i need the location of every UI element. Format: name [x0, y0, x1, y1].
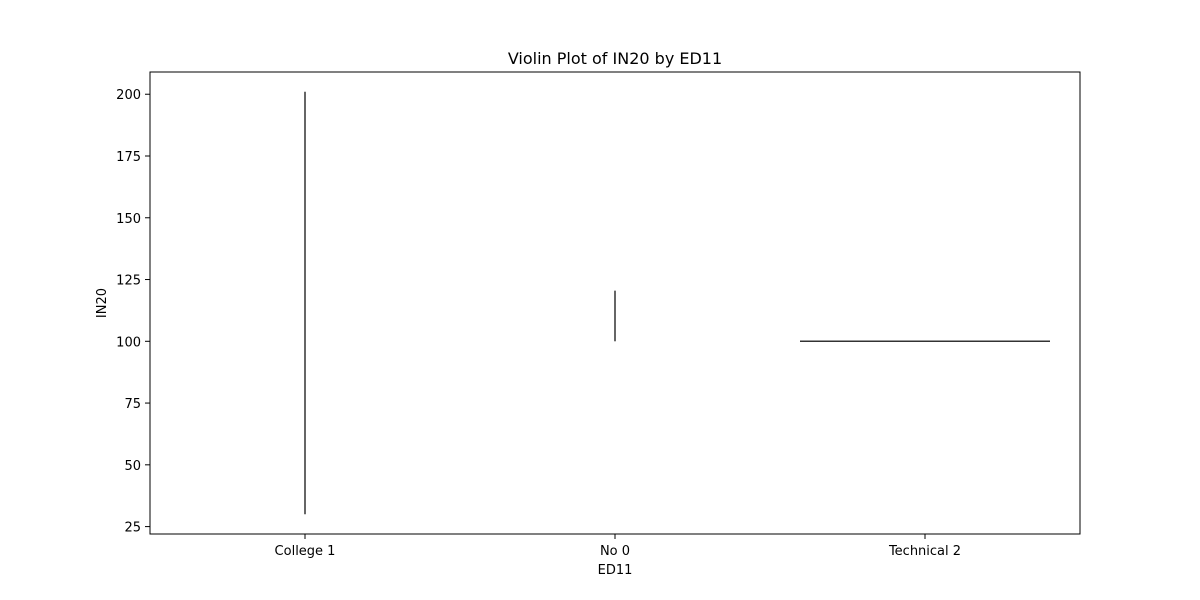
y-tick-label: 100 [116, 335, 141, 350]
x-axis-ticks: College 1 No 0 Technical 2 [275, 534, 961, 559]
x-axis-label: ED11 [598, 563, 633, 578]
y-tick-label: 50 [124, 459, 141, 474]
y-tick-label: 125 [116, 274, 141, 289]
y-tick-label: 25 [124, 521, 141, 536]
x-tick-label: Technical 2 [888, 544, 961, 559]
violin-marks [304, 91, 1050, 515]
y-tick-label: 75 [124, 397, 141, 412]
x-tick-label: College 1 [275, 544, 336, 559]
x-tick-label: No 0 [600, 544, 630, 559]
chart-title: Violin Plot of IN20 by ED11 [508, 49, 722, 68]
y-axis-label: IN20 [95, 288, 110, 318]
y-tick-label: 200 [116, 88, 141, 103]
y-tick-label: 175 [116, 150, 141, 165]
y-tick-label: 150 [116, 212, 141, 227]
y-axis-ticks: 25 50 75 100 125 150 175 200 [116, 88, 150, 536]
